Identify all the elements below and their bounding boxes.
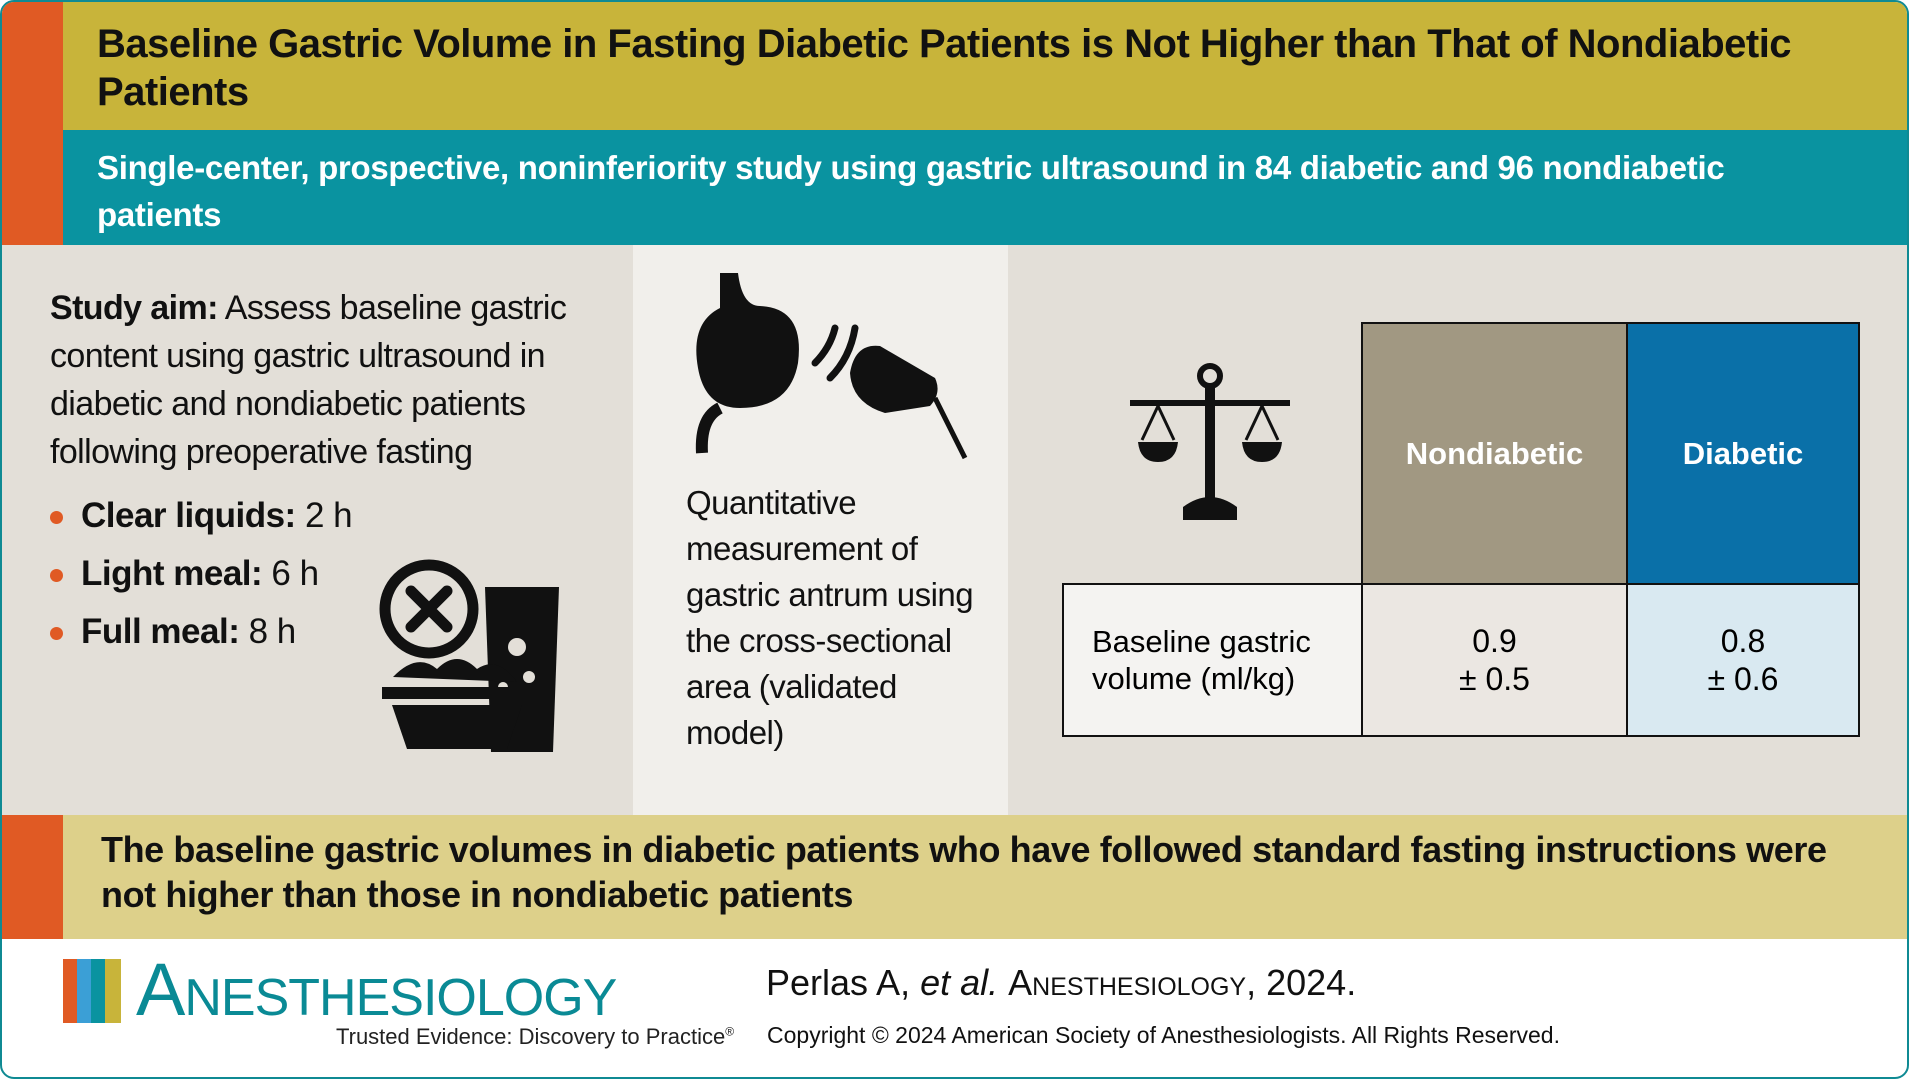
fasting-label: Light meal: (81, 554, 263, 593)
column-header: Diabetic (1626, 322, 1860, 585)
fasting-icon (379, 559, 559, 752)
study-aim: Study aim: Assess baseline gastric conte… (50, 284, 620, 476)
study-aim-label: Study aim: (50, 289, 218, 327)
cell-sd: ± 0.5 (1459, 661, 1530, 697)
fasting-label: Clear liquids: (81, 496, 296, 535)
citation-etal: et al. (920, 962, 999, 1003)
cell-mean: 0.8 (1720, 623, 1766, 659)
journal-logo: Anesthesiology (136, 948, 617, 1031)
conclusion-band (2, 815, 1907, 939)
fasting-label: Full meal: (81, 612, 240, 651)
copyright: Copyright © 2024 American Society of Ane… (767, 1022, 1560, 1048)
tagline-text: Trusted Evidence: Discovery to Practice (336, 1024, 726, 1049)
fasting-value: 6 h (271, 554, 319, 593)
title-band (2, 2, 1907, 130)
citation-journal: Anesthesiology (1008, 962, 1247, 1003)
conclusion: The baseline gastric volumes in diabetic… (101, 829, 1827, 915)
accent-bar (2, 2, 63, 245)
subtitle: Single-center, prospective, noninferiori… (97, 149, 1725, 233)
fasting-item: Clear liquids: 2 h (50, 496, 353, 536)
column-header-text: Nondiabetic (1405, 435, 1584, 471)
logo-mark (63, 959, 121, 1023)
citation-year: , 2024. (1246, 962, 1357, 1003)
column-header: Nondiabetic (1361, 322, 1628, 585)
cell-mean: 0.9 (1472, 623, 1517, 659)
cell-sd: ± 0.6 (1707, 661, 1779, 697)
balance-icon (1130, 363, 1290, 520)
table-cell: 0.9 ± 0.5 (1361, 583, 1628, 737)
cell-text: 0.9 ± 0.5 (1459, 622, 1530, 698)
subtitle-band (2, 130, 1907, 245)
fasting-item: Light meal: 6 h (50, 554, 319, 594)
ultrasound-icon (695, 273, 968, 460)
method-panel (633, 245, 1008, 815)
cell-text: 0.8 ± 0.6 (1708, 622, 1779, 698)
row-label: Baseline gastric volume (ml/kg) (1062, 583, 1363, 737)
title: Baseline Gastric Volume in Fasting Diabe… (97, 22, 1792, 114)
column-header-text: Diabetic (1682, 435, 1804, 471)
fasting-value: 2 h (304, 496, 353, 535)
study-aim-text: Assess baseline gastric content using ga… (50, 289, 567, 471)
citation-authors: Perlas A, (766, 962, 911, 1003)
fasting-value: 8 h (248, 612, 297, 651)
row-label-text: Baseline gastric volume (ml/kg) (1092, 624, 1311, 696)
tagline: Trusted Evidence: Discovery to Practice® (336, 1024, 734, 1050)
table-cell: 0.8 ± 0.6 (1626, 583, 1860, 737)
method-text: Quantitative measurement of gastric antr… (686, 484, 974, 751)
trademark: ® (725, 1024, 735, 1039)
citation: Perlas A, et al. Anesthesiology, 2024. (766, 962, 1356, 1004)
fasting-item: Full meal: 8 h (50, 612, 296, 652)
accent-bar (2, 815, 63, 939)
